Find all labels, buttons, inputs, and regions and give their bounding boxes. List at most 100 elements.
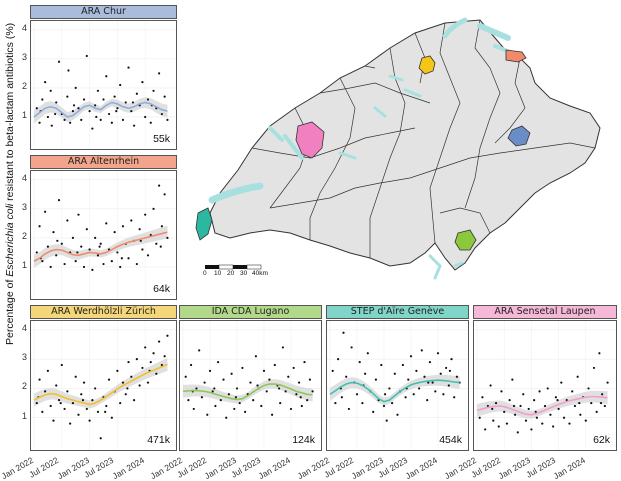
data-point: [578, 401, 581, 405]
data-point: [568, 422, 571, 425]
population-label: 55k: [153, 133, 170, 145]
data-point: [227, 393, 230, 396]
data-point: [66, 95, 69, 98]
population-label: 64k: [153, 283, 170, 295]
y-tick-label: 4: [22, 22, 28, 33]
data-point: [115, 110, 118, 113]
data-point: [225, 416, 228, 419]
data-point: [80, 118, 83, 121]
data-point: [72, 104, 76, 107]
confidence-band: [330, 374, 460, 406]
data-point: [533, 399, 536, 402]
data-point: [601, 393, 604, 396]
data-point: [105, 75, 108, 78]
data-point: [121, 381, 125, 384]
data-point: [252, 399, 255, 402]
data-point: [146, 254, 150, 257]
data-point: [299, 396, 302, 399]
data-point: [190, 363, 193, 367]
data-point: [284, 390, 287, 393]
data-point: [127, 257, 130, 260]
x-tick-label: Jan 2024: [403, 455, 439, 481]
data-point: [71, 236, 75, 240]
data-point: [46, 115, 49, 119]
data-point: [595, 410, 598, 413]
trend-line: [182, 383, 313, 401]
data-point: [543, 404, 547, 408]
y-tick-label: 2: [22, 381, 28, 392]
panel-title: ARA Sensetal Laupen: [473, 305, 617, 319]
data-point: [132, 124, 136, 127]
data-point: [382, 404, 386, 408]
panel-step-aire-geneve: STEP d'Aïre Genève 454k: [326, 305, 469, 451]
data-point: [63, 407, 66, 411]
data-point: [350, 346, 353, 349]
data-point: [492, 419, 495, 422]
data-point: [268, 378, 271, 381]
data-point: [91, 127, 94, 130]
catchment-werdhoelzli: [418, 55, 436, 75]
data-point: [158, 184, 161, 187]
data-point: [80, 393, 83, 396]
data-point: [63, 118, 66, 121]
data-point: [152, 207, 155, 210]
data-point: [141, 80, 144, 84]
panel-ara-werdhoelzli-zuerich: ARA Werdhölzli Zürich 471k: [30, 305, 177, 451]
data-point: [486, 404, 489, 408]
data-point: [393, 372, 396, 375]
switzerland-map: [195, 17, 601, 280]
data-point: [404, 396, 407, 399]
plot-area: [327, 321, 468, 450]
scale-label-40km: 40km: [252, 270, 268, 277]
y-axis-label: Percentage of Escherichia coli resistant…: [4, 22, 16, 345]
data-point: [52, 419, 55, 422]
data-point: [552, 425, 555, 428]
data-point: [546, 387, 549, 390]
data-point: [82, 265, 86, 269]
country-outline: [209, 19, 601, 271]
data-point: [358, 360, 361, 364]
data-point: [598, 352, 601, 355]
data-point: [38, 121, 41, 124]
data-point: [77, 107, 80, 110]
data-point: [273, 363, 276, 367]
data-point: [44, 210, 47, 213]
data-point: [289, 407, 293, 411]
data-point: [391, 401, 394, 405]
data-point: [571, 390, 574, 393]
catchment-lugano: [454, 229, 477, 251]
data-point: [445, 366, 448, 370]
data-point: [57, 199, 61, 202]
data-point: [141, 248, 144, 251]
scale-label-20: 20: [227, 270, 235, 277]
data-point: [184, 375, 187, 378]
data-point: [160, 363, 163, 367]
confidence-band: [34, 225, 168, 268]
data-point: [158, 340, 161, 343]
data-point: [279, 401, 282, 405]
y-tick-label: 1: [22, 410, 28, 421]
population-label: 62k: [593, 434, 610, 446]
data-point: [374, 378, 377, 381]
data-point: [233, 407, 236, 411]
data-point: [592, 366, 596, 370]
data-point: [385, 419, 388, 422]
catchment-altenrhein: [505, 49, 527, 63]
data-point: [88, 419, 91, 422]
data-point: [198, 349, 201, 352]
data-point: [74, 260, 77, 263]
data-point: [141, 366, 144, 370]
data-point: [508, 399, 511, 402]
data-point: [146, 381, 150, 384]
data-point: [494, 401, 498, 405]
data-point: [256, 384, 259, 387]
data-point: [74, 86, 77, 90]
data-point: [311, 390, 314, 393]
data-point: [217, 360, 220, 364]
data-point: [59, 401, 62, 405]
data-point: [77, 213, 80, 216]
data-point: [85, 407, 88, 411]
data-point: [124, 101, 127, 104]
data-point: [52, 230, 55, 234]
data-point: [135, 358, 138, 361]
